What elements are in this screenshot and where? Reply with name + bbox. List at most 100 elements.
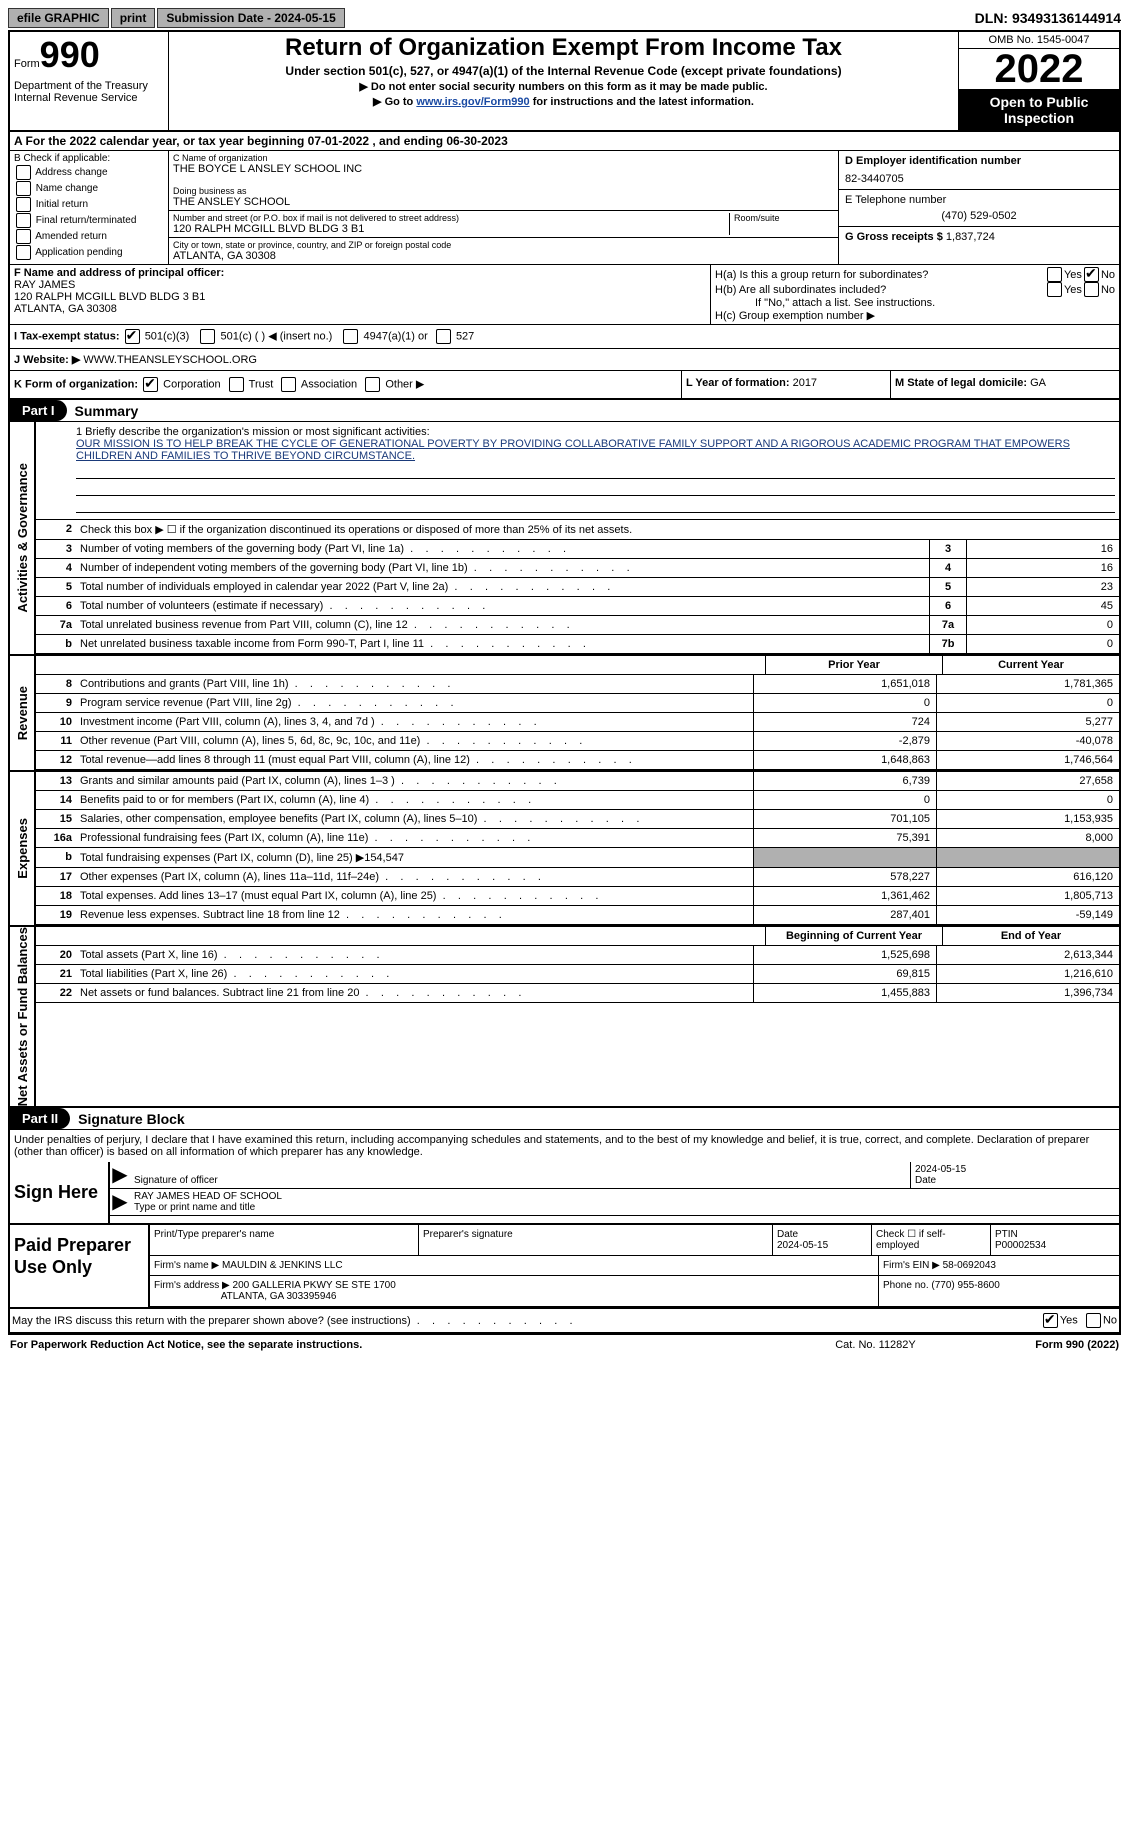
preparer-block: Paid Preparer Use Only Print/Type prepar…	[10, 1225, 1119, 1309]
ein: 82-3440705	[845, 173, 1113, 185]
fin-row-15: 15Salaries, other compensation, employee…	[36, 810, 1119, 829]
fin-row-13: 13Grants and similar amounts paid (Part …	[36, 772, 1119, 791]
side-expenses: Expenses	[15, 818, 30, 879]
top-bar: efile GRAPHIC print Submission Date - 20…	[8, 8, 1121, 28]
irs-link[interactable]: www.irs.gov/Form990	[416, 96, 529, 108]
begin-year-hdr: Beginning of Current Year	[765, 927, 942, 945]
mission-text: OUR MISSION IS TO HELP BREAK THE CYCLE O…	[76, 438, 1115, 462]
fin-row-20: 20Total assets (Part X, line 16)1,525,69…	[36, 946, 1119, 965]
fin-row-b: bTotal fundraising expenses (Part IX, co…	[36, 848, 1119, 868]
chk-pending[interactable]	[16, 245, 31, 260]
row-k-l-m: K Form of organization: Corporation Trus…	[10, 371, 1119, 400]
summary-row-4: 4Number of independent voting members of…	[36, 559, 1119, 578]
sig-date: 2024-05-15	[915, 1164, 966, 1175]
chk-initial[interactable]	[16, 197, 31, 212]
hb-no[interactable]	[1084, 282, 1099, 297]
efile-label: efile GRAPHIC	[8, 8, 109, 28]
ha-no[interactable]	[1084, 267, 1099, 282]
dln: DLN: 93493136144914	[975, 10, 1121, 26]
discuss-row: May the IRS discuss this return with the…	[10, 1309, 1119, 1333]
summary-row-2: 2Check this box ▶ ☐ if the organization …	[36, 520, 1119, 540]
chk-assoc[interactable]	[281, 377, 296, 392]
officer-name-title: RAY JAMES HEAD OF SCHOOL	[134, 1191, 282, 1202]
form-header: Form990 Department of the Treasury Inter…	[10, 32, 1119, 132]
fin-row-11: 11Other revenue (Part VIII, column (A), …	[36, 732, 1119, 751]
col-b-checkboxes: B Check if applicable: Address change Na…	[10, 151, 169, 264]
prep-date: 2024-05-15	[777, 1240, 828, 1251]
form-label: Form	[14, 58, 40, 70]
chk-501c[interactable]	[200, 329, 215, 344]
row-j-website: J Website: ▶ WWW.THEANSLEYSCHOOL.ORG H(c…	[10, 349, 1119, 371]
prior-year-hdr: Prior Year	[765, 656, 942, 674]
chk-trust[interactable]	[229, 377, 244, 392]
part-2-header: Part II Signature Block	[10, 1108, 1119, 1130]
state-domicile: GA	[1030, 377, 1046, 389]
submission-date: Submission Date - 2024-05-15	[157, 8, 344, 28]
subtitle-1: Under section 501(c), 527, or 4947(a)(1)…	[173, 64, 954, 78]
chk-final[interactable]	[16, 213, 31, 228]
phone: (470) 529-0502	[845, 210, 1113, 222]
row-a-tax-year: A For the 2022 calendar year, or tax yea…	[10, 132, 1119, 151]
paid-preparer-label: Paid Preparer Use Only	[10, 1225, 150, 1307]
chk-other[interactable]	[365, 377, 380, 392]
row-i-tax-status: I Tax-exempt status: 501(c)(3) 501(c) ( …	[10, 325, 1119, 349]
officer-name: RAY JAMES	[14, 279, 706, 291]
arrow-icon: ▶	[110, 1189, 130, 1215]
col-d-through-g: D Employer identification number 82-3440…	[839, 151, 1119, 264]
chk-4947[interactable]	[343, 329, 358, 344]
part-1-header: Part I Summary	[10, 400, 1119, 422]
mission-block: 1 Briefly describe the organization's mi…	[36, 422, 1119, 520]
website: WWW.THEANSLEYSCHOOL.ORG	[83, 354, 257, 366]
chk-corp[interactable]	[143, 377, 158, 392]
chk-address[interactable]	[16, 165, 31, 180]
chk-name[interactable]	[16, 181, 31, 196]
fin-row-19: 19Revenue less expenses. Subtract line 1…	[36, 906, 1119, 925]
firm-addr: 200 GALLERIA PKWY SE STE 1700	[233, 1280, 396, 1291]
governance-section: Activities & Governance 1 Briefly descri…	[10, 422, 1119, 656]
chk-amended[interactable]	[16, 229, 31, 244]
side-net: Net Assets or Fund Balances	[15, 927, 30, 1106]
firm-name: MAULDIN & JENKINS LLC	[222, 1260, 343, 1271]
fin-row-16a: 16aProfessional fundraising fees (Part I…	[36, 829, 1119, 848]
ptin: P00002534	[995, 1240, 1046, 1251]
discuss-no[interactable]	[1086, 1313, 1101, 1328]
street-address: 120 RALPH MCGILL BLVD BLDG 3 B1	[173, 223, 729, 235]
form-990: Form990 Department of the Treasury Inter…	[8, 30, 1121, 1335]
fin-row-21: 21Total liabilities (Part X, line 26)69,…	[36, 965, 1119, 984]
side-governance: Activities & Governance	[15, 463, 30, 613]
chk-527[interactable]	[436, 329, 451, 344]
fin-row-10: 10Investment income (Part VIII, column (…	[36, 713, 1119, 732]
firm-phone: (770) 955-8600	[931, 1280, 999, 1291]
summary-row-6: 6Total number of volunteers (estimate if…	[36, 597, 1119, 616]
arrow-icon: ▶	[110, 1162, 130, 1188]
ha-yes[interactable]	[1047, 267, 1062, 282]
section-f-h: F Name and address of principal officer:…	[10, 265, 1119, 325]
form-number: 990	[40, 34, 100, 75]
chk-501c3[interactable]	[125, 329, 140, 344]
expenses-section: Expenses 13Grants and similar amounts pa…	[10, 772, 1119, 927]
summary-row-7a: 7aTotal unrelated business revenue from …	[36, 616, 1119, 635]
city-state-zip: ATLANTA, GA 30308	[173, 250, 834, 262]
sign-here-label: Sign Here	[10, 1162, 110, 1223]
fin-row-17: 17Other expenses (Part IX, column (A), l…	[36, 868, 1119, 887]
hb-yes[interactable]	[1047, 282, 1062, 297]
end-year-hdr: End of Year	[942, 927, 1119, 945]
print-button[interactable]: print	[111, 8, 156, 28]
signature-block: Under penalties of perjury, I declare th…	[10, 1130, 1119, 1225]
org-name: THE BOYCE L ANSLEY SCHOOL INC	[173, 163, 834, 175]
col-h-group: H(a) Is this a group return for subordin…	[711, 265, 1119, 324]
tax-year: 2022	[959, 49, 1119, 90]
col-c-org-info: C Name of organization THE BOYCE L ANSLE…	[169, 151, 839, 264]
dba-name: THE ANSLEY SCHOOL	[173, 196, 834, 208]
fin-row-14: 14Benefits paid to or for members (Part …	[36, 791, 1119, 810]
current-year-hdr: Current Year	[942, 656, 1119, 674]
firm-ein: 58-0692043	[943, 1260, 996, 1271]
open-inspection: Open to Public Inspection	[959, 90, 1119, 130]
summary-row-5: 5Total number of individuals employed in…	[36, 578, 1119, 597]
discuss-yes[interactable]	[1043, 1313, 1058, 1328]
year-formation: 2017	[793, 377, 817, 389]
form-title: Return of Organization Exempt From Incom…	[173, 34, 954, 62]
section-b-through-g: B Check if applicable: Address change Na…	[10, 151, 1119, 265]
fin-row-9: 9Program service revenue (Part VIII, lin…	[36, 694, 1119, 713]
subtitle-3: ▶ Go to www.irs.gov/Form990 for instruct…	[173, 95, 954, 108]
